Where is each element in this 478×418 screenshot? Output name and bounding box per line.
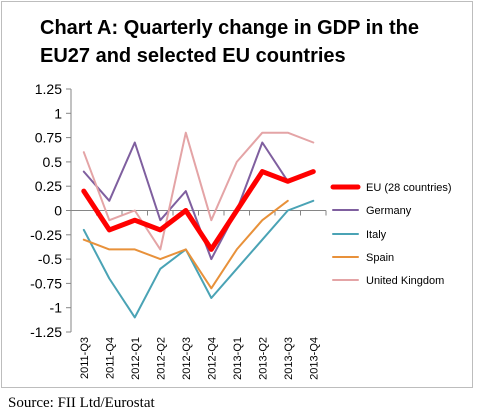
legend-label: United Kingdom xyxy=(366,275,444,287)
y-tick-label: -0.75 xyxy=(30,275,62,291)
x-tick-label: 2012-Q2 xyxy=(155,337,167,380)
x-tick-label: 2011-Q3 xyxy=(79,337,91,379)
y-tick-label: 0 xyxy=(54,203,62,219)
series-line-spain xyxy=(82,199,289,290)
x-tick-label: 2013-Q3 xyxy=(283,337,295,380)
x-tick-label: 2013-Q2 xyxy=(257,337,269,380)
y-tick-label: 1 xyxy=(54,105,62,121)
y-tick-label: 0.75 xyxy=(35,130,62,146)
series-line-united-kingdom xyxy=(82,131,315,251)
x-tick-label: 2012-Q1 xyxy=(130,337,142,380)
legend-label: Italy xyxy=(366,229,387,241)
chart-frame xyxy=(1,1,473,388)
chart-title: Chart A: Quarterly change in GDP in the … xyxy=(40,17,419,67)
series-line-germany xyxy=(82,141,315,261)
x-tick-label: 2013-Q4 xyxy=(308,337,320,380)
x-tick-label: 2013-Q1 xyxy=(232,337,244,380)
y-tick-label: -1.25 xyxy=(30,324,62,340)
y-tick-label: 0.5 xyxy=(43,154,63,170)
y-tick-label: -1 xyxy=(50,300,63,316)
series-line-eu-28-countries xyxy=(81,169,316,252)
line-chart: 1.25 1 0.75 0.5 0.25 0 -0.25 -0.5 -0.75 -1 -1.25 20… xyxy=(30,81,452,380)
legend-label: EU (28 countries) xyxy=(366,182,452,194)
x-tick-label: 2012-Q3 xyxy=(181,337,193,380)
legend-label: Spain xyxy=(366,252,394,264)
x-tick-label: 2011-Q4 xyxy=(104,337,116,379)
source-note: Source: FII Ltd/Eurostat xyxy=(8,395,155,411)
series-line-italy xyxy=(82,199,315,319)
legend-label: Germany xyxy=(366,205,412,217)
y-tick-label: 0.25 xyxy=(35,178,62,194)
y-tick-label: -0.5 xyxy=(38,251,62,267)
y-tick-label: 1.25 xyxy=(35,81,62,97)
x-tick-label: 2012-Q4 xyxy=(206,337,218,380)
y-tick-label: -0.25 xyxy=(30,227,62,243)
